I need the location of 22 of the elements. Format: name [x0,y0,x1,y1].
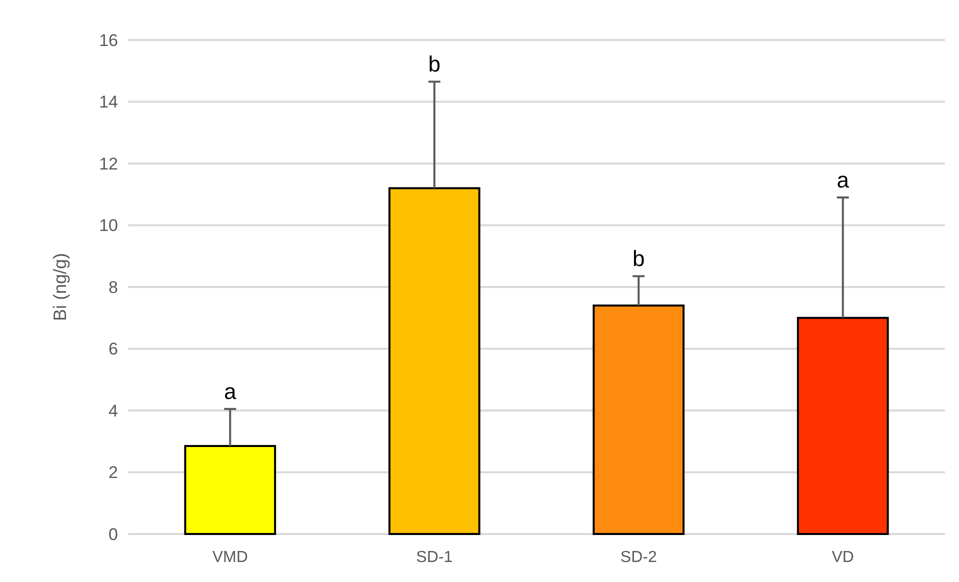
y-tick-label: 8 [108,278,118,297]
x-tick-label: SD-2 [620,549,657,566]
y-tick-label: 4 [108,401,118,420]
bar [592,304,685,535]
annotation: a [224,378,237,404]
annotation: b [428,52,440,77]
x-tick-label: SD-1 [416,549,453,566]
y-tick-label: 2 [108,463,118,482]
y-tick-label: 6 [108,340,118,359]
y-axis-title: Bi (ng/g) [50,252,70,322]
bar [388,187,480,535]
y-tick-label: 0 [108,524,118,544]
bar [184,445,276,535]
x-tick-label: VD [832,549,854,566]
annotation: a [836,167,850,192]
x-tick-label: VMD [212,549,248,566]
y-tick-label: 10 [99,216,118,236]
bar [796,316,889,535]
y-tick-label: 14 [99,92,118,112]
y-tick-label: 12 [99,154,118,174]
annotation: b [632,246,645,272]
y-tick-label: 16 [99,30,118,50]
